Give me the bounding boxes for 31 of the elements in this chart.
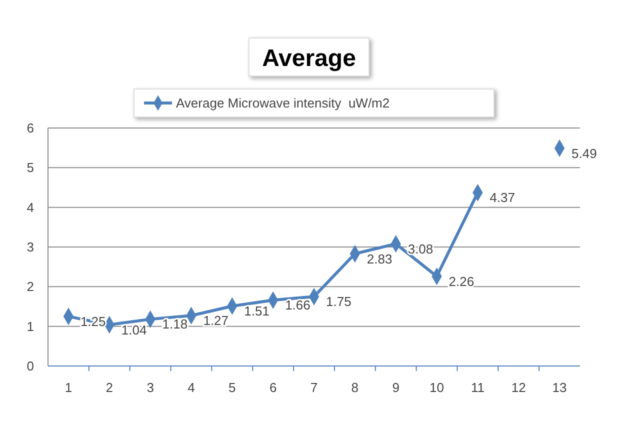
y-tick-label: 1 [26,318,34,334]
data-label: 1.51 [244,304,270,319]
legend-label: Average Microwave intensity uW/m2 [176,96,390,111]
data-label: 5.49 [572,146,597,161]
data-label: 1.27 [203,313,229,328]
x-tick-label: 10 [430,380,444,395]
x-tick-label: 13 [552,380,567,395]
x-tick-label: 7 [310,380,318,395]
data-label: 2.26 [448,274,474,289]
x-tick-label: 6 [269,380,277,395]
x-tick-label: 3 [146,380,154,395]
x-tick-label: 9 [392,380,400,395]
y-tick-label: 3 [26,240,34,255]
data-label: 2.83 [366,251,392,266]
y-tick-label: 6 [26,120,34,136]
y-tick-label: 5 [26,160,34,176]
x-tick-label: 1 [64,380,72,395]
data-label: 1.75 [326,294,352,310]
y-tick-label: 4 [26,200,34,215]
data-label: 4.37 [490,190,516,206]
x-tick-label: 8 [351,380,359,395]
x-tick-label: 5 [228,380,236,395]
x-tick-label: 4 [188,380,195,395]
y-tick-label: 0 [26,358,34,374]
y-tick-label: 2 [26,279,34,294]
data-label: 1.04 [121,322,147,338]
chart-title: Average [262,45,356,72]
x-tick-label: 12 [511,380,526,395]
data-label: 1.66 [285,298,310,313]
x-tick-label: 2 [106,380,113,395]
x-tick-label: 11 [470,380,484,395]
